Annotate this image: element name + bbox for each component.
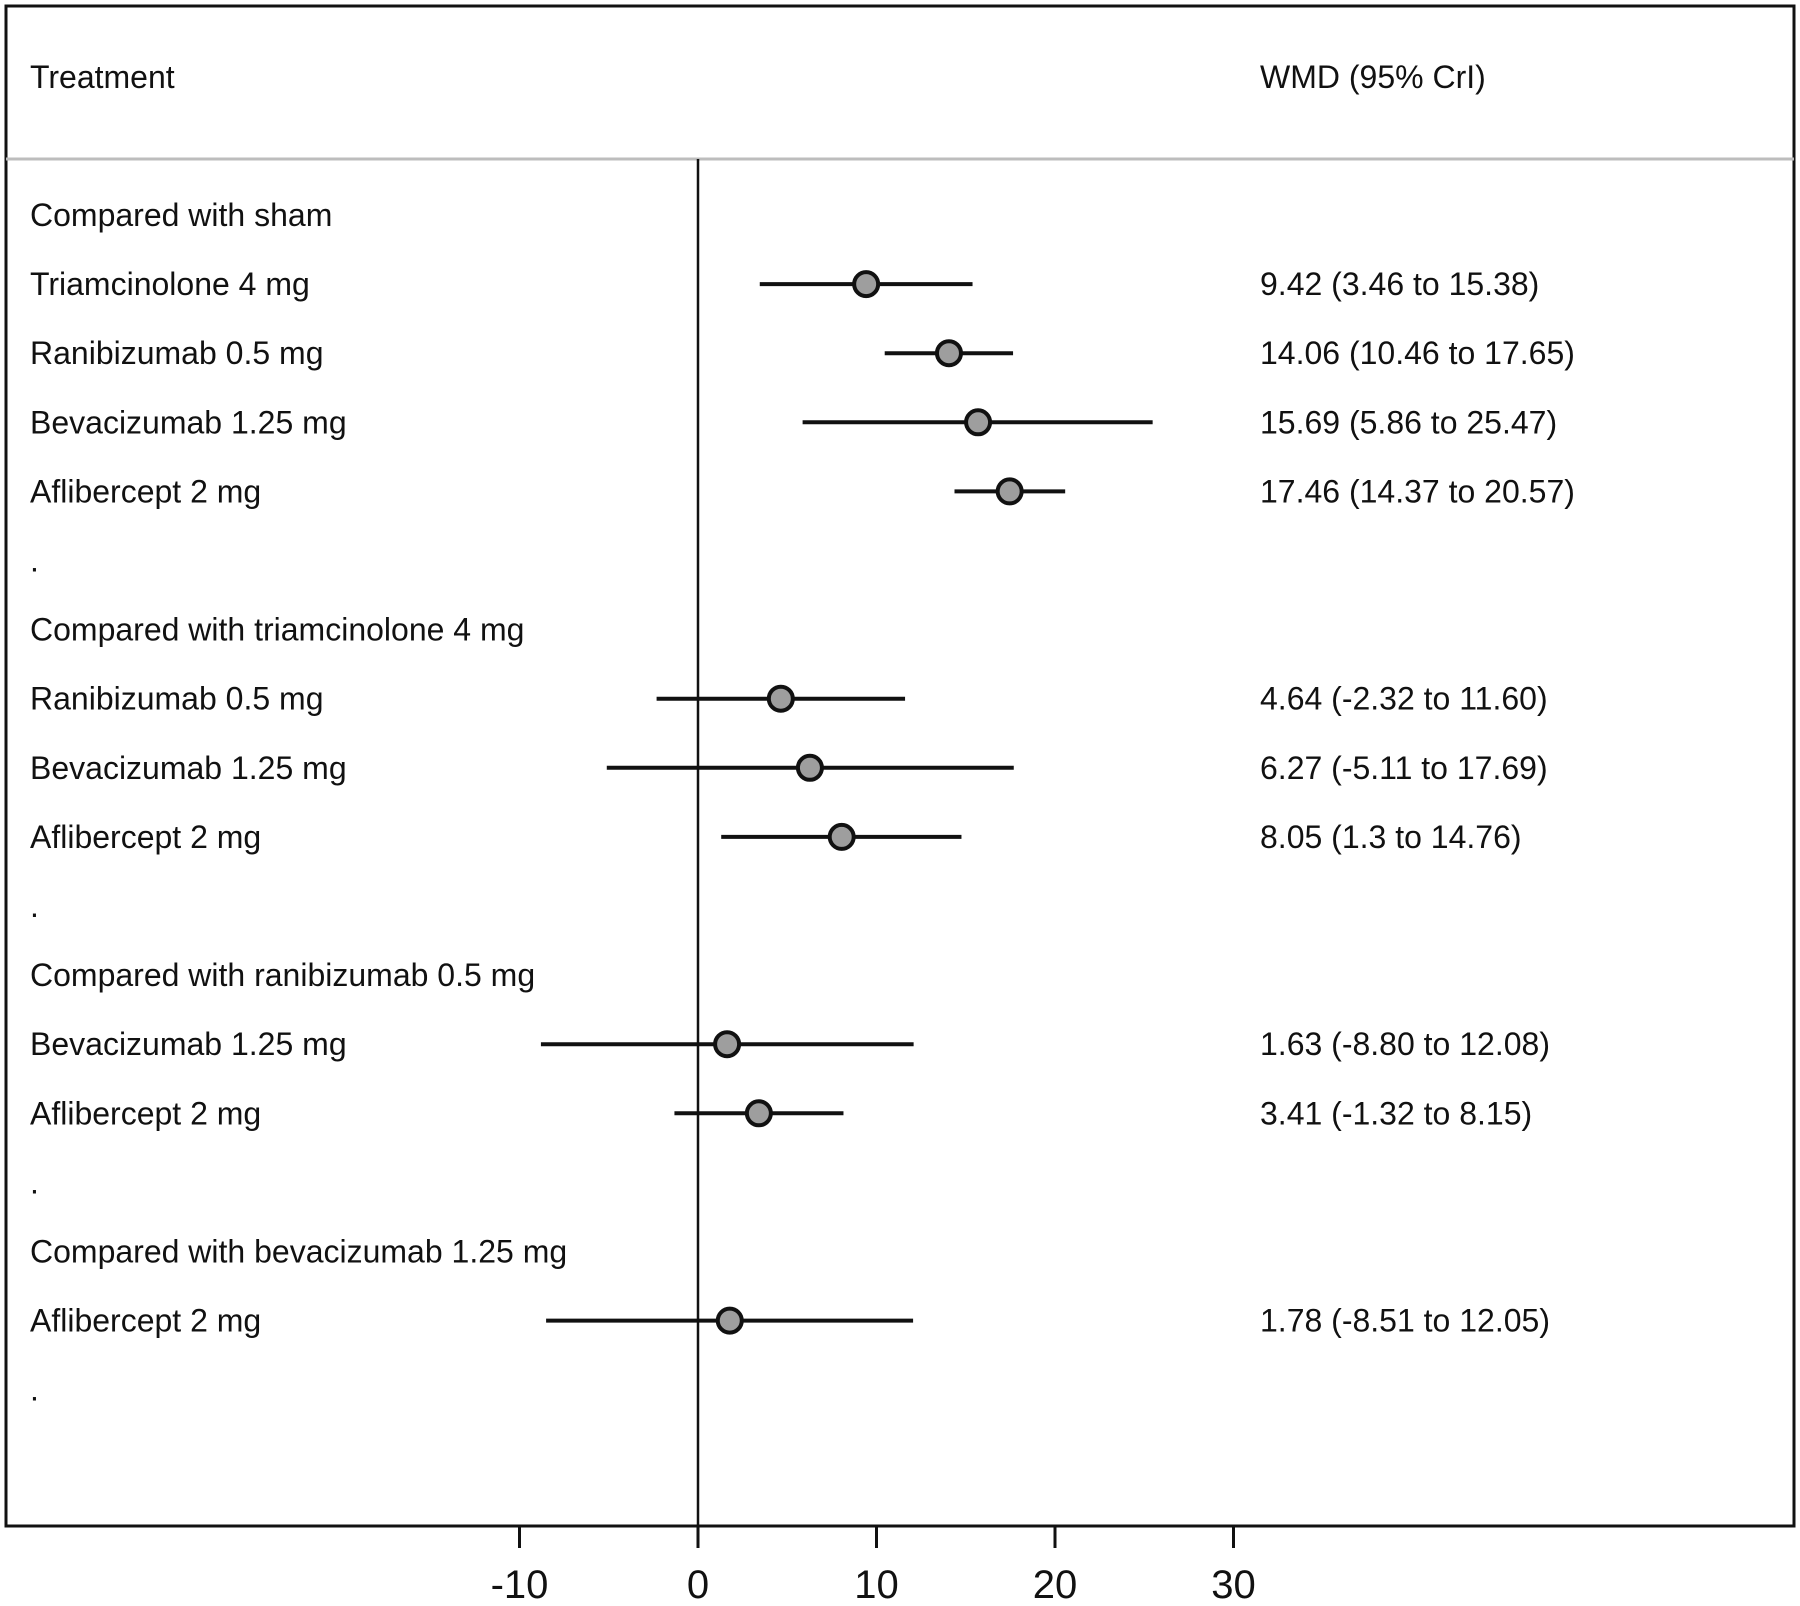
estimate-value: 1.78 (-8.51 to 12.05) [1260, 1303, 1550, 1339]
group-label: Compared with ranibizumab 0.5 mg [30, 957, 535, 993]
estimate-value: 8.05 (1.3 to 14.76) [1260, 819, 1522, 855]
estimate-value: 17.46 (14.37 to 20.57) [1260, 473, 1575, 509]
x-axis: -10 0 10 20 30 [491, 1526, 1256, 1606]
group-label: Compared with bevacizumab 1.25 mg [30, 1234, 567, 1270]
point-estimate-marker [744, 1099, 773, 1128]
group-label: Compared with triamcinolone 4 mg [30, 612, 524, 648]
header-treatment: Treatment [30, 59, 175, 95]
treatment-label: Triamcinolone 4 mg [30, 266, 310, 302]
treatment-label: Aflibercept 2 mg [30, 819, 261, 855]
point-estimate-marker [934, 339, 963, 368]
point-estimate-marker [995, 477, 1024, 506]
rows-layer: Compared with sham Triamcinolone 4 mg 9.42… [30, 197, 1575, 1408]
x-tick-label: 0 [687, 1563, 709, 1606]
point-estimate-marker [964, 408, 993, 437]
treatment-label: Aflibercept 2 mg [30, 473, 261, 509]
estimate-value: 15.69 (5.86 to 25.47) [1260, 404, 1557, 440]
treatment-label: Bevacizumab 1.25 mg [30, 1026, 347, 1062]
x-tick-label: 10 [854, 1563, 899, 1606]
treatment-label: Ranibizumab 0.5 mg [30, 335, 323, 371]
header-estimate: WMD (95% CrI) [1260, 59, 1486, 95]
spacer-dot: . [30, 543, 39, 579]
treatment-label: Aflibercept 2 mg [30, 1095, 261, 1131]
estimate-value: 3.41 (-1.32 to 8.15) [1260, 1095, 1532, 1131]
point-estimate-marker [766, 684, 795, 713]
treatment-label: Bevacizumab 1.25 mg [30, 404, 347, 440]
x-tick-label: 30 [1211, 1563, 1256, 1606]
treatment-label: Ranibizumab 0.5 mg [30, 681, 323, 717]
group-label: Compared with sham [30, 197, 332, 233]
estimate-value: 4.64 (-2.32 to 11.60) [1260, 681, 1548, 717]
treatment-label: Aflibercept 2 mg [30, 1303, 261, 1339]
point-estimate-marker [795, 753, 824, 782]
point-estimate-marker [827, 822, 856, 851]
x-tick-label: 20 [1033, 1563, 1078, 1606]
x-tick-label: -10 [491, 1563, 549, 1606]
spacer-dot: . [30, 1372, 39, 1408]
estimate-value: 6.27 (-5.11 to 17.69) [1260, 750, 1548, 786]
estimate-value: 9.42 (3.46 to 15.38) [1260, 266, 1539, 302]
plot-frame [4, 4, 1796, 1528]
treatment-label: Bevacizumab 1.25 mg [30, 750, 347, 786]
spacer-dot: . [30, 888, 39, 924]
estimate-value: 14.06 (10.46 to 17.65) [1260, 335, 1575, 371]
estimate-value: 1.63 (-8.80 to 12.08) [1260, 1026, 1550, 1062]
point-estimate-marker [852, 270, 881, 299]
point-estimate-marker [715, 1306, 744, 1335]
spacer-dot: . [30, 1164, 39, 1200]
point-estimate-marker [713, 1030, 742, 1059]
